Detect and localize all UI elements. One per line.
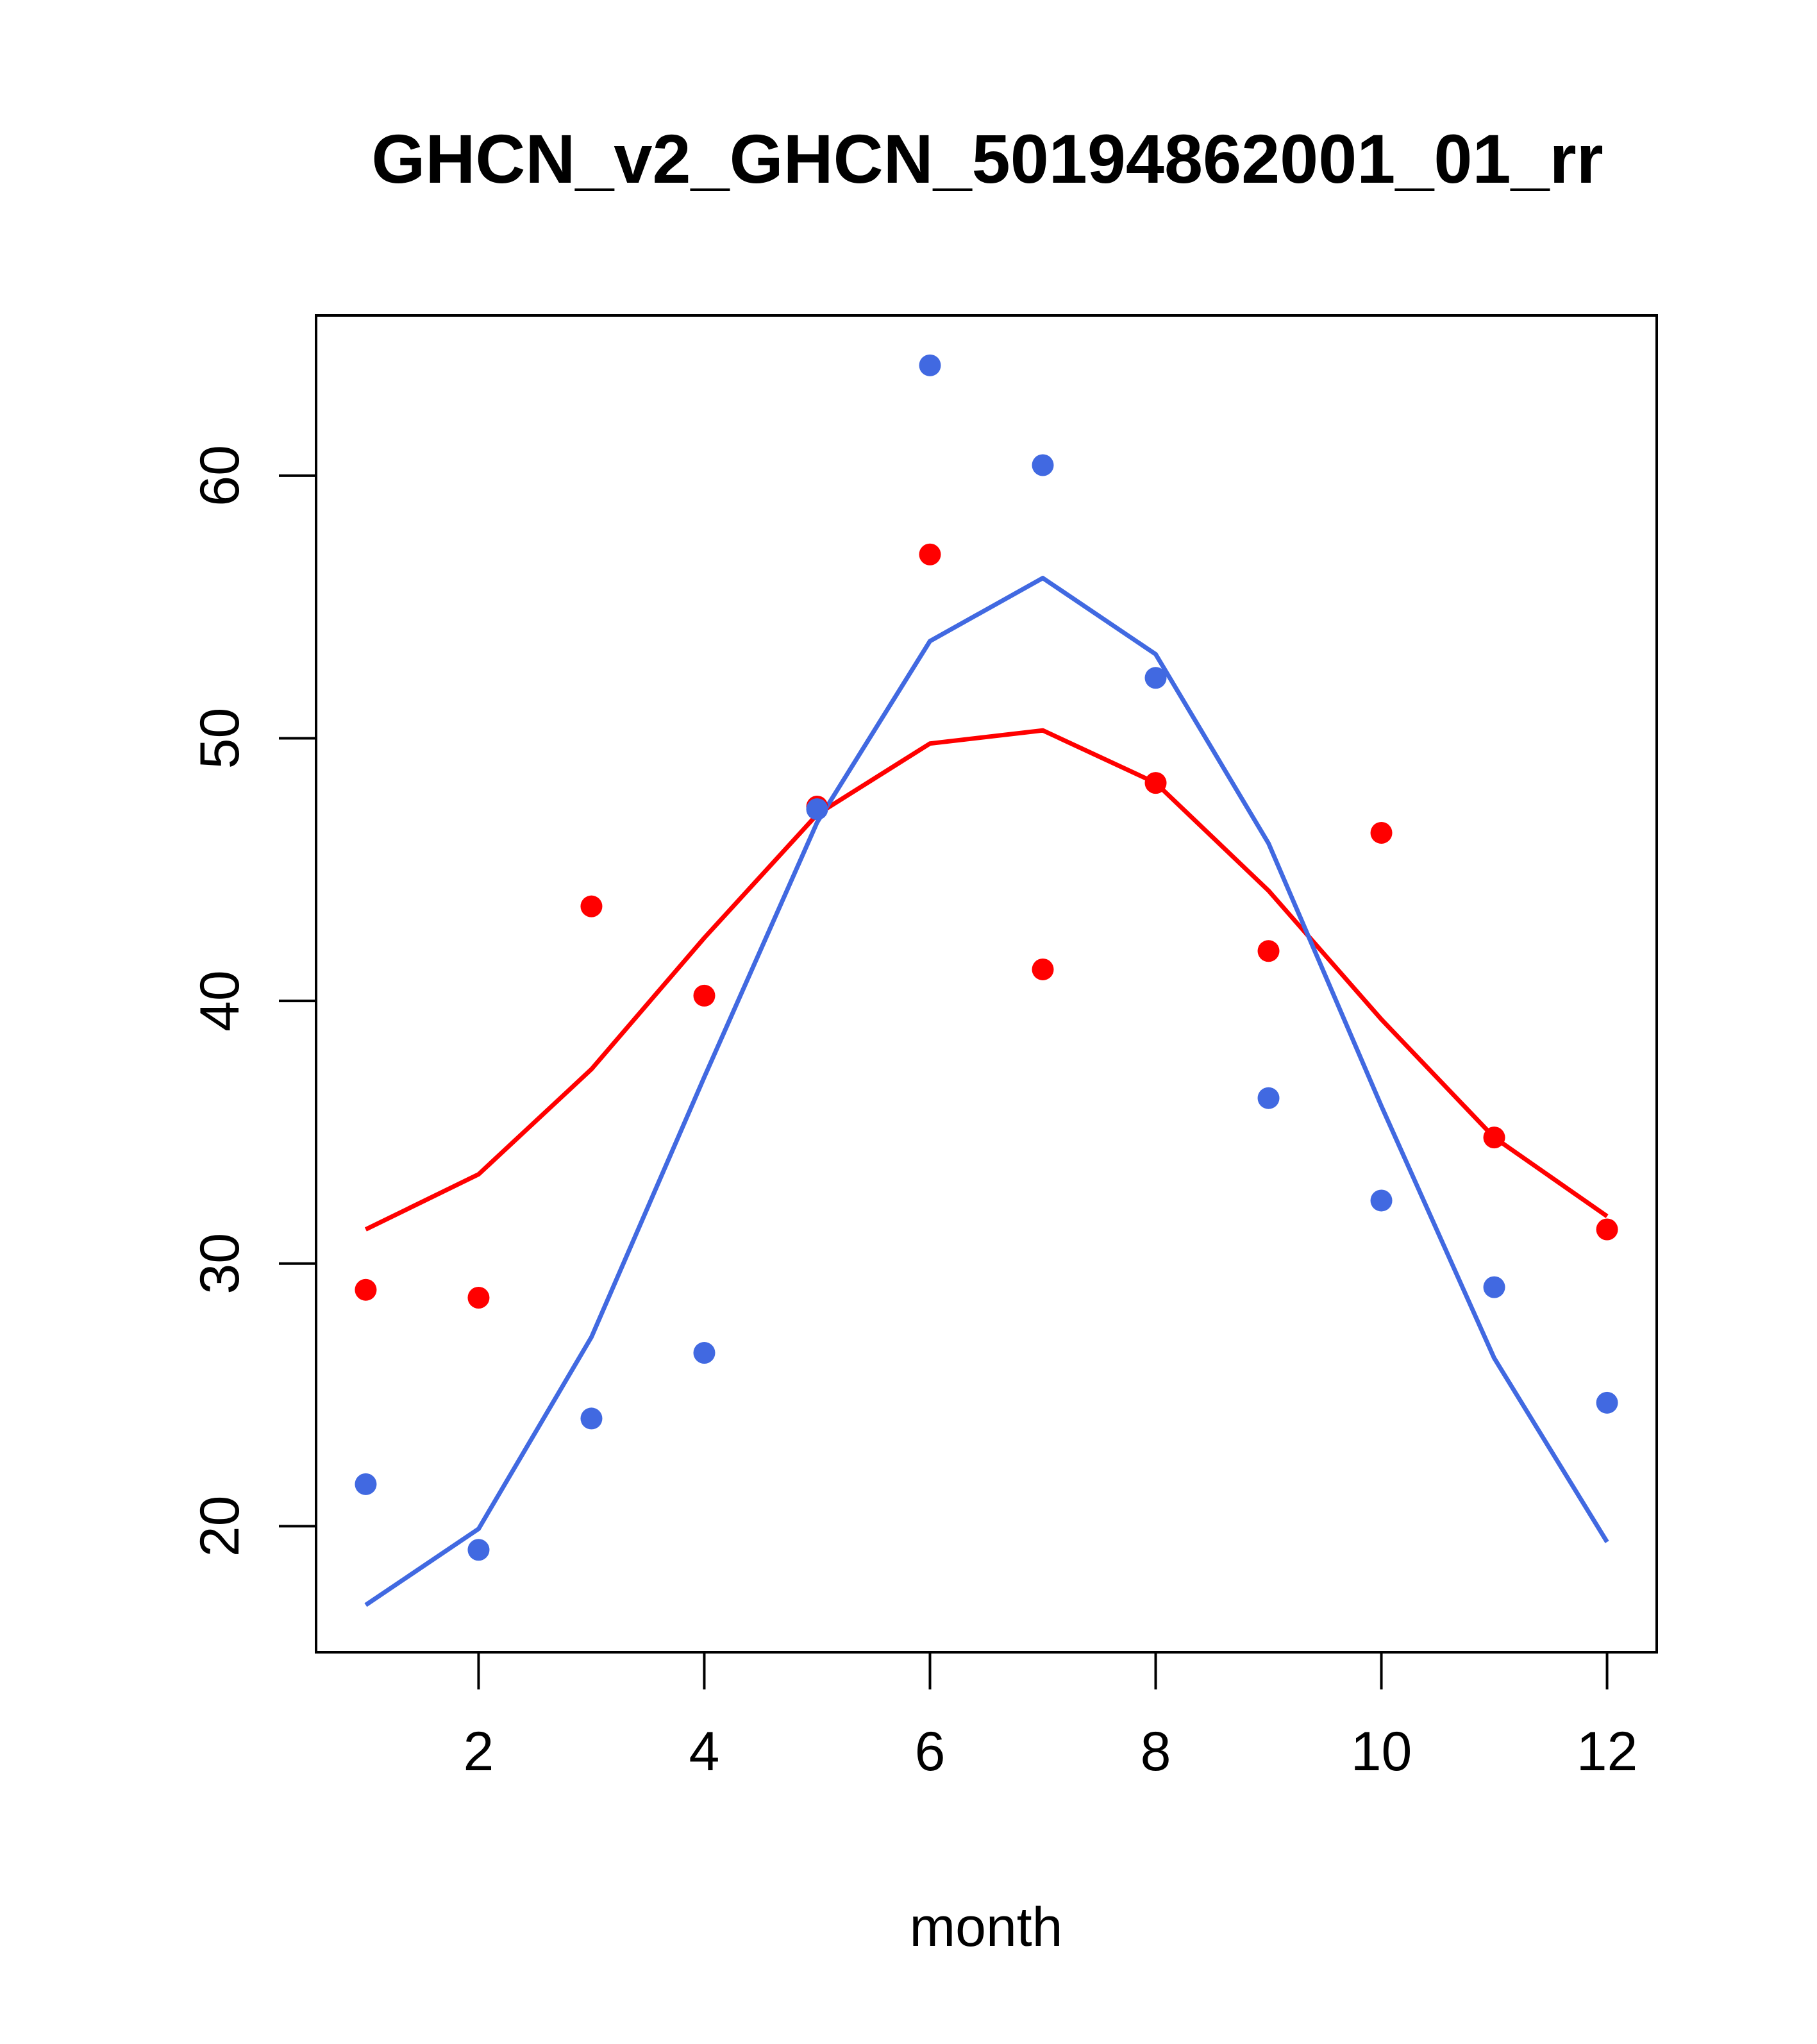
series-2-point — [919, 354, 941, 376]
y-tick-label: 50 — [189, 708, 251, 769]
series-1-point — [1483, 1127, 1505, 1149]
x-tick-label: 2 — [464, 1721, 494, 1782]
series-1-point — [1144, 772, 1167, 794]
chart-title: GHCN_v2_GHCN_50194862001_01_rr — [371, 120, 1603, 197]
series-2-point — [1483, 1276, 1505, 1298]
series-2-point — [467, 1539, 490, 1561]
y-tick-label: 40 — [189, 970, 251, 1032]
x-tick-label: 4 — [689, 1721, 720, 1782]
series-2-point — [1370, 1189, 1393, 1212]
series-1-point — [355, 1278, 377, 1301]
x-axis: 2 4 6 8 10 12 — [464, 1651, 1638, 1782]
series-2-point — [1144, 667, 1167, 689]
y-axis: 20 30 40 50 60 — [189, 445, 317, 1557]
series-2-point — [355, 1473, 377, 1495]
series-1-point — [693, 984, 716, 1007]
series-1-point — [1370, 821, 1393, 844]
series-2-point — [580, 1407, 603, 1430]
series-1-point — [580, 895, 603, 917]
x-tick-label: 12 — [1577, 1721, 1638, 1782]
y-tick-label: 30 — [189, 1233, 251, 1294]
series-layer — [355, 354, 1618, 1607]
x-tick-label: 8 — [1141, 1721, 1171, 1782]
series-1-point — [919, 543, 941, 565]
series-2-point — [693, 1342, 716, 1364]
series-1-point — [1257, 940, 1280, 962]
x-tick-label: 6 — [915, 1721, 946, 1782]
series-2-point — [1596, 1391, 1618, 1414]
y-tick-label: 60 — [189, 445, 251, 507]
series-1-point — [1596, 1218, 1618, 1241]
y-tick-label: 20 — [189, 1496, 251, 1557]
series-2-point — [1032, 454, 1054, 476]
series-2-point — [806, 798, 828, 821]
x-axis-label: month — [909, 1897, 1062, 1958]
series-1-point — [1032, 958, 1054, 980]
series-2-line — [364, 576, 1609, 1607]
x-tick-label: 10 — [1351, 1721, 1412, 1782]
series-1-point — [467, 1287, 490, 1309]
series-1-line — [364, 728, 1609, 1232]
series-2-point — [1257, 1087, 1280, 1109]
